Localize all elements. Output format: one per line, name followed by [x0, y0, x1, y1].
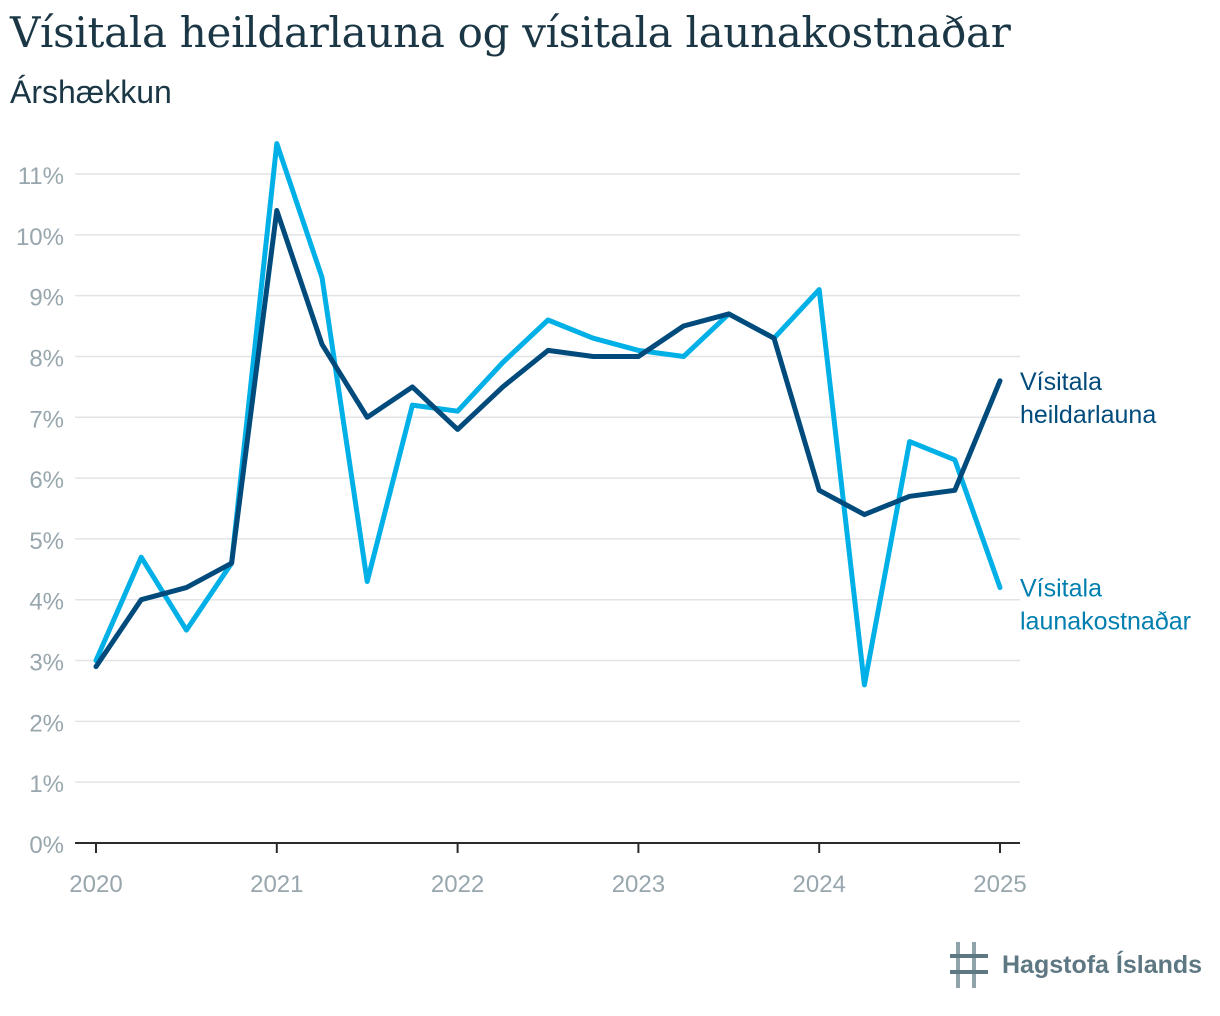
- x-tick-label: 2024: [793, 871, 846, 898]
- y-tick-label: 2%: [29, 710, 64, 737]
- series-label: Vísitala heildarlauna: [1020, 368, 1156, 429]
- chart-title: Vísitala heildarlauna og vísitala launak…: [10, 8, 1011, 57]
- y-axis-ticks: 0% 1% 2% 3% 4% 5% 6% 7% 8% 9% 10% 11%: [16, 163, 64, 859]
- x-tick-label: 2023: [612, 871, 665, 898]
- y-tick-label: 5%: [29, 528, 64, 555]
- series-line: [93, 141, 1003, 688]
- chart-subtitle: Árshækkun: [10, 74, 172, 110]
- hagstofa-logo-icon: [950, 942, 988, 988]
- x-tick-label: 2021: [250, 871, 303, 898]
- series-lines: [93, 141, 1003, 688]
- hagstofa-logo-text: Hagstofa Íslands: [1002, 950, 1203, 979]
- y-tick-label: 7%: [29, 406, 64, 433]
- y-tick-label: 6%: [29, 467, 64, 494]
- series-label: Vísitala launakostnaðar: [1020, 575, 1191, 636]
- x-axis: 2020 2021 2022 2023 2024 2025: [69, 842, 1027, 898]
- y-tick-label: 11%: [18, 163, 64, 190]
- y-tick-label: 8%: [29, 345, 64, 372]
- x-tick-label: 2025: [973, 871, 1026, 898]
- y-tick-label: 0%: [29, 832, 64, 859]
- y-tick-label: 1%: [29, 771, 64, 798]
- series-labels: Vísitala launakostnaðar Vísitala heildarlau…: [1020, 368, 1191, 636]
- x-tick-label: 2022: [431, 871, 484, 898]
- series-line: [93, 208, 1003, 670]
- hagstofa-logo[interactable]: Hagstofa Íslands: [950, 940, 1202, 990]
- y-tick-label: 4%: [29, 589, 64, 616]
- x-tick-label: 2020: [69, 871, 122, 898]
- grid-lines: [75, 173, 1020, 783]
- y-tick-label: 3%: [29, 650, 64, 677]
- y-tick-label: 9%: [29, 285, 64, 312]
- y-tick-label: 10%: [16, 224, 64, 251]
